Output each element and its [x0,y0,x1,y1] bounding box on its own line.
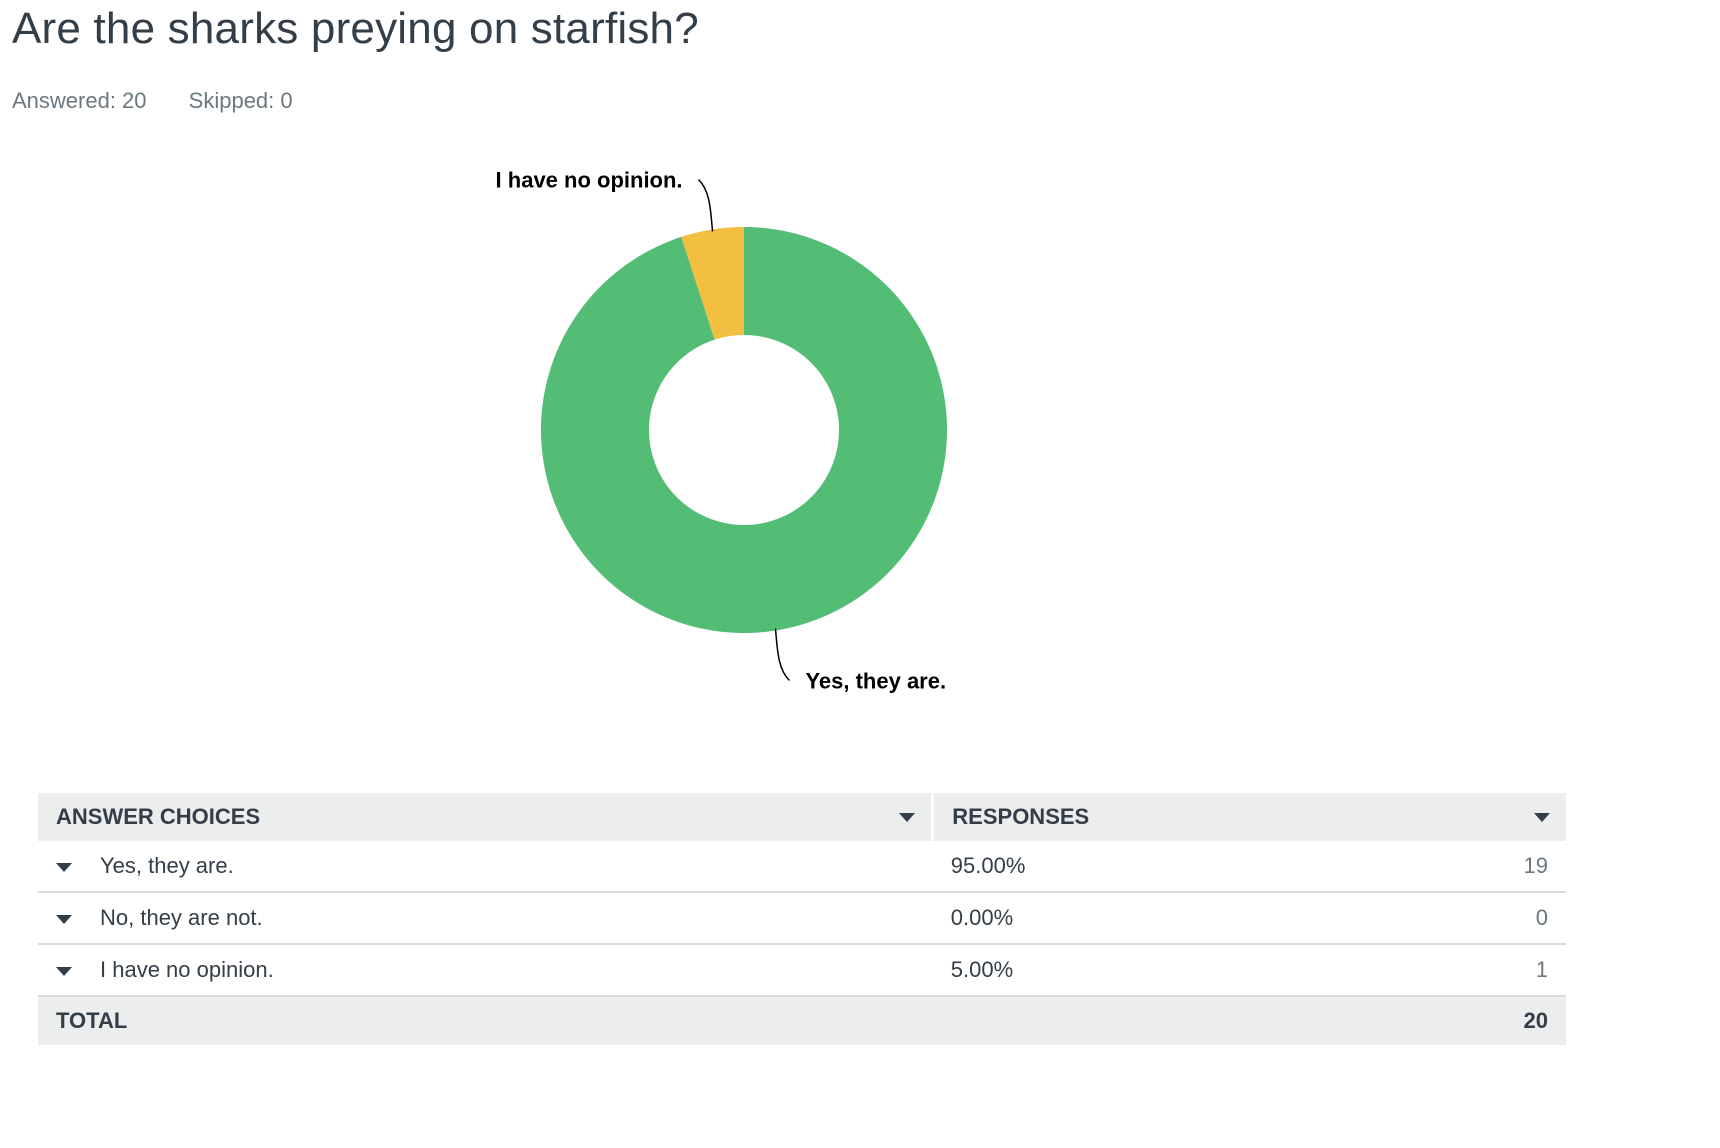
answered-count: Answered: 20 [12,88,147,113]
table-row: No, they are not. 0.00% 0 [38,892,1566,945]
leader-line [698,178,714,232]
total-count: 20 [1505,996,1566,1045]
answer-choice-label: Yes, they are. [100,853,234,878]
sort-caret-icon[interactable] [899,813,916,822]
question-title: Are the sharks preying on starfish? [12,4,699,53]
table-row: I have no opinion. 5.00% 1 [38,944,1566,997]
response-count: 0 [1505,892,1566,945]
skipped-count: Skipped: 0 [188,88,293,113]
answer-choice-label: I have no opinion. [100,957,274,982]
response-count: 1 [1505,944,1566,997]
answer-choice-cell: I have no opinion. [38,944,933,997]
donut-slice-2[interactable] [681,227,744,340]
answer-choice-label: No, they are not. [100,905,263,930]
label-leaders [698,178,790,682]
responses-header[interactable]: RESPONSES [932,793,1566,841]
expand-caret-icon[interactable] [56,914,72,924]
slice-labels: I have no opinion. Yes, they are. [496,167,947,693]
total-row: TOTAL 20 [38,996,1566,1045]
responses-header-label: RESPONSES [952,804,1090,829]
expand-caret-icon[interactable] [56,966,72,976]
leader-line [774,628,790,682]
donut-slice-0[interactable] [541,227,947,633]
response-percent: 0.00% [932,892,1506,945]
slice-label: Yes, they are. [805,669,946,694]
expand-caret-icon[interactable] [56,862,72,872]
response-stats: Answered: 20 Skipped: 0 [12,88,329,114]
donut-chart: I have no opinion. Yes, they are. [496,167,947,694]
total-spacer [932,996,1506,1045]
slice-label: I have no opinion. [496,167,683,192]
sort-caret-icon[interactable] [1534,813,1550,822]
answer-choice-cell: Yes, they are. [38,841,933,893]
response-count: 19 [1505,841,1566,893]
answer-choices-header[interactable]: ANSWER CHOICES [38,793,935,841]
total-label: TOTAL [38,996,933,1045]
response-percent: 5.00% [932,944,1506,997]
table-row: Yes, they are. 95.00% 19 [38,841,1566,893]
answer-choices-header-label: ANSWER CHOICES [56,804,261,829]
donut-slices [541,227,947,633]
response-percent: 95.00% [932,841,1506,893]
results-table: ANSWER CHOICES RESPONSES Yes, they are. … [38,793,1566,1045]
answer-choice-cell: No, they are not. [38,892,933,945]
table-header-row: ANSWER CHOICES RESPONSES [38,793,1566,841]
